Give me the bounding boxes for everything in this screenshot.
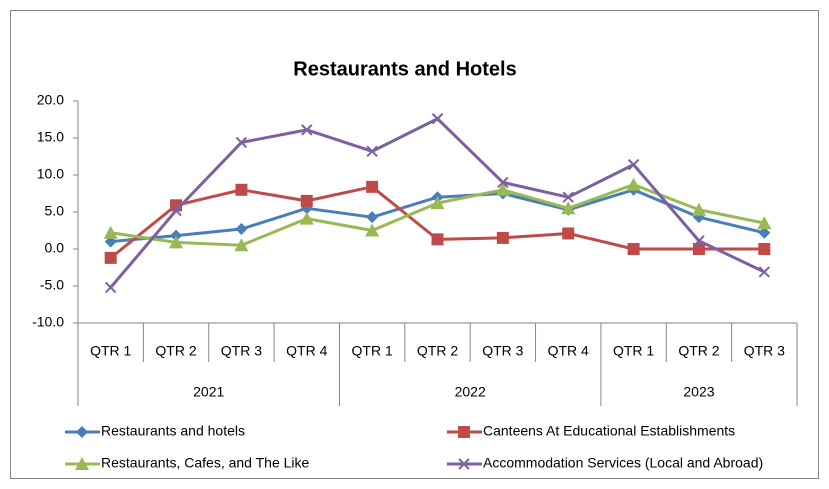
data-point	[235, 223, 248, 236]
data-point	[691, 202, 706, 216]
data-point	[104, 281, 117, 294]
x-tick-label: QTR 1	[90, 343, 131, 359]
x-tick-label: QTR 2	[417, 343, 458, 359]
data-point	[693, 235, 705, 247]
y-tick-label: -5.0	[40, 277, 64, 293]
data-point	[758, 266, 771, 278]
data-point	[366, 180, 379, 193]
x-tick-label: QTR 3	[744, 343, 785, 359]
data-point	[235, 183, 248, 196]
data-point	[627, 158, 640, 171]
legend-marker	[458, 458, 470, 470]
data-point	[561, 201, 576, 215]
data-point	[235, 136, 248, 149]
x-tick-label: QTR 1	[352, 343, 393, 359]
x-group-label: 2023	[683, 384, 714, 400]
y-tick-label: 15.0	[37, 129, 64, 145]
data-point	[496, 231, 509, 244]
x-group-label: 2021	[193, 384, 224, 400]
y-tick-label: 20.0	[37, 92, 64, 108]
y-tick-label: -10.0	[32, 314, 64, 330]
data-point	[234, 238, 249, 252]
data-point	[757, 216, 772, 230]
x-tick-label: QTR 2	[678, 343, 719, 359]
x-group-label: 2022	[455, 384, 486, 400]
legend-label: Restaurants and hotels	[101, 423, 245, 439]
x-tick-label: QTR 4	[548, 343, 589, 359]
data-point	[103, 225, 118, 239]
legend-label: Restaurants, Cafes, and The Like	[101, 455, 310, 471]
legend-marker	[75, 457, 89, 470]
data-point	[497, 176, 509, 189]
x-tick-label: QTR 2	[155, 343, 196, 359]
data-point	[495, 182, 510, 196]
data-point	[300, 194, 313, 207]
data-point	[562, 191, 574, 203]
data-point	[104, 251, 117, 264]
data-point	[692, 243, 705, 255]
data-point	[627, 243, 640, 255]
chart-title: Restaurants and Hotels	[293, 58, 516, 80]
data-point	[366, 145, 378, 158]
data-point	[169, 235, 184, 249]
data-point	[366, 211, 379, 224]
data-point	[431, 113, 444, 125]
data-point	[301, 124, 313, 136]
legend-marker	[458, 426, 470, 438]
data-point	[430, 196, 445, 210]
legend-label: Accommodation Services (Local and Abroad…	[483, 455, 763, 471]
legend-marker	[76, 426, 88, 438]
data-point	[365, 223, 380, 237]
y-tick-label: 10.0	[37, 166, 64, 182]
y-tick-label: 0.0	[45, 240, 65, 256]
data-point	[170, 204, 182, 217]
data-point	[562, 227, 575, 240]
x-tick-label: QTR 1	[613, 343, 654, 359]
x-tick-label: QTR 4	[286, 343, 327, 359]
x-tick-label: QTR 3	[221, 343, 262, 359]
data-point	[626, 177, 641, 191]
data-point	[758, 243, 771, 255]
data-point	[758, 226, 771, 239]
chart-border	[10, 10, 819, 479]
legend-label: Canteens At Educational Establishments	[483, 423, 735, 439]
data-point	[299, 211, 314, 225]
data-point	[431, 233, 444, 246]
y-tick-label: 5.0	[45, 203, 65, 219]
x-tick-label: QTR 3	[482, 343, 523, 359]
